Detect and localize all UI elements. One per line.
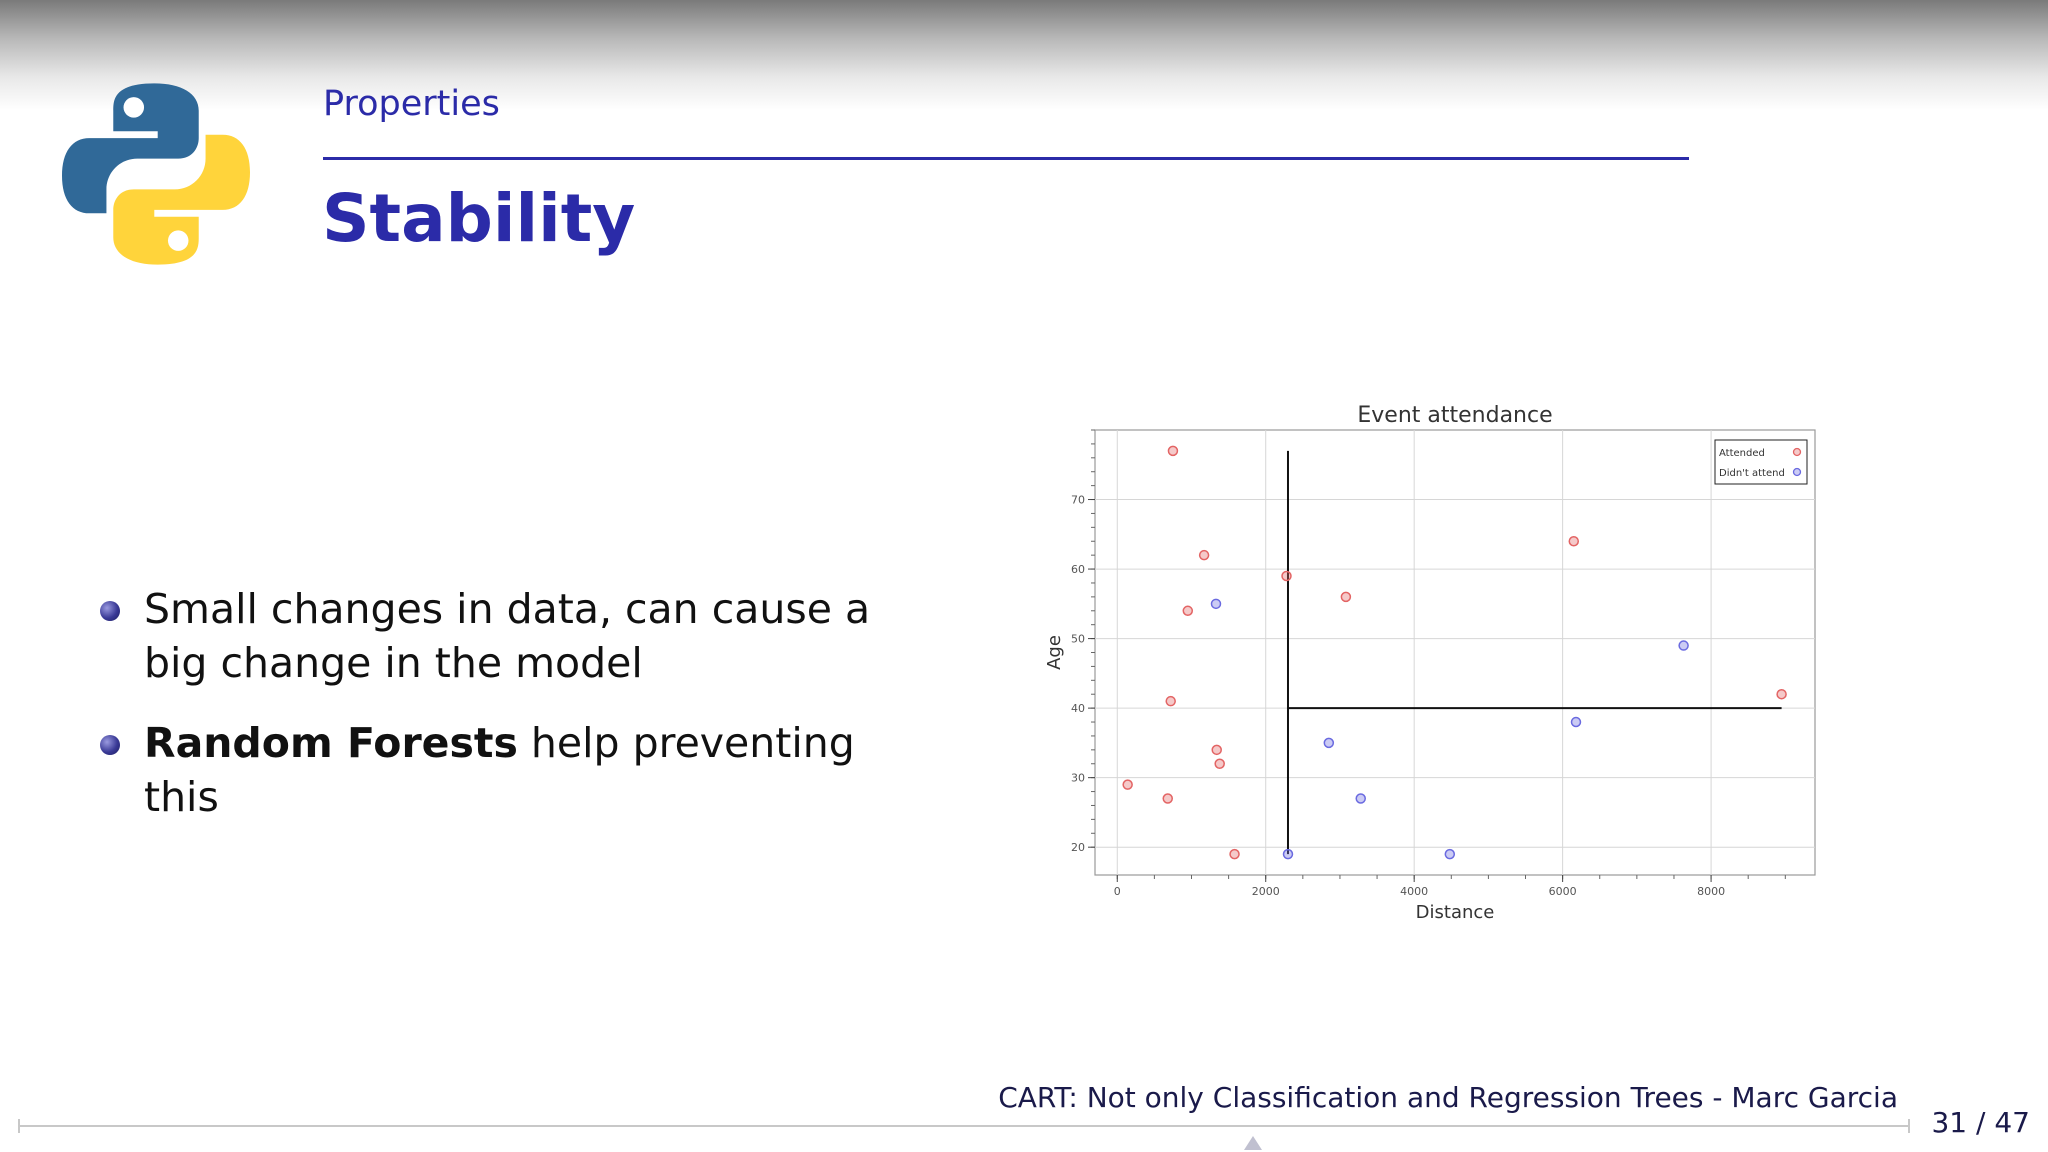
attended-point [1776, 688, 1787, 700]
bullet-1-text: Small changes in data, can cause a big c… [144, 585, 871, 687]
title-rule [323, 157, 1689, 160]
bullet-list: Small changes in data, can cause a big c… [96, 582, 916, 850]
attended-point [1214, 758, 1225, 769]
bullet-icon [100, 735, 120, 755]
header-shade [0, 0, 2048, 110]
legend-label: Attended [1719, 448, 1765, 459]
x-tick-label: 0 [1114, 885, 1121, 898]
page-current: 31 [1931, 1106, 1968, 1139]
slide-title: Stability [322, 180, 636, 257]
footer-title: CART: Not only Classification and Regres… [998, 1081, 1898, 1114]
python-logo-icon [62, 83, 250, 265]
y-tick-label: 60 [1071, 563, 1085, 576]
y-tick-label: 20 [1071, 841, 1085, 854]
didnt-attend-point [1355, 793, 1366, 804]
didnt-attend-point [1570, 716, 1582, 728]
legend-marker [1792, 447, 1802, 457]
nav-up-arrow-icon[interactable] [1244, 1136, 1262, 1150]
page-separator: / [1967, 1106, 1995, 1139]
attended-point [1198, 549, 1210, 561]
x-tick-label: 2000 [1252, 885, 1280, 898]
attended-point [1568, 536, 1580, 547]
attended-point [1182, 605, 1194, 617]
footer-tick-right [1908, 1119, 1910, 1133]
attended-point [1122, 779, 1133, 790]
y-tick-label: 40 [1071, 702, 1085, 715]
didnt-attend-point [1282, 848, 1294, 860]
chart-title: Event attendance [1357, 403, 1552, 428]
x-tick-label: 6000 [1549, 885, 1577, 898]
legend-marker [1792, 467, 1802, 477]
legend-box [1714, 439, 1808, 485]
attended-point [1167, 445, 1179, 457]
bullet-icon [100, 601, 120, 621]
x-tick-label: 4000 [1400, 885, 1428, 898]
page-total: 47 [1994, 1106, 2030, 1139]
didnt-attend-point [1210, 598, 1222, 610]
didnt-attend-point [1678, 640, 1689, 651]
page-number: 31 / 47 [1931, 1106, 2030, 1139]
x-axis-label: Distance [1416, 902, 1495, 923]
bullet-item-2: Random Forests help preventing this [96, 716, 916, 824]
footer-tick-left [18, 1119, 20, 1133]
plot-area [1094, 429, 1816, 876]
attended-point [1162, 793, 1173, 804]
footer-progress-line [18, 1125, 1910, 1127]
event-attendance-chart: 0 2000 4000 6000 8000 20 30 40 50 60 70 Event atten… [1044, 403, 1816, 923]
x-tick-label: 8000 [1697, 885, 1725, 898]
didnt-attend-point [1323, 737, 1335, 749]
legend-label: Didn't attend [1719, 468, 1785, 479]
bullet-item-1: Small changes in data, can cause a big c… [96, 582, 916, 690]
attended-point [1211, 744, 1222, 756]
attended-point [1229, 848, 1240, 860]
y-tick-label: 70 [1071, 494, 1085, 507]
didnt-attend-point [1444, 848, 1456, 860]
y-tick-label: 50 [1071, 633, 1085, 646]
bullet-2-text: help preventing this [144, 719, 855, 821]
y-tick-label: 30 [1071, 772, 1085, 785]
bullet-2-bold: Random Forests [144, 719, 518, 767]
section-heading: Properties [323, 84, 500, 124]
attended-point [1165, 695, 1176, 707]
attended-point [1340, 591, 1352, 603]
y-axis-label: Age [1044, 635, 1065, 670]
attended-point [1281, 570, 1292, 582]
